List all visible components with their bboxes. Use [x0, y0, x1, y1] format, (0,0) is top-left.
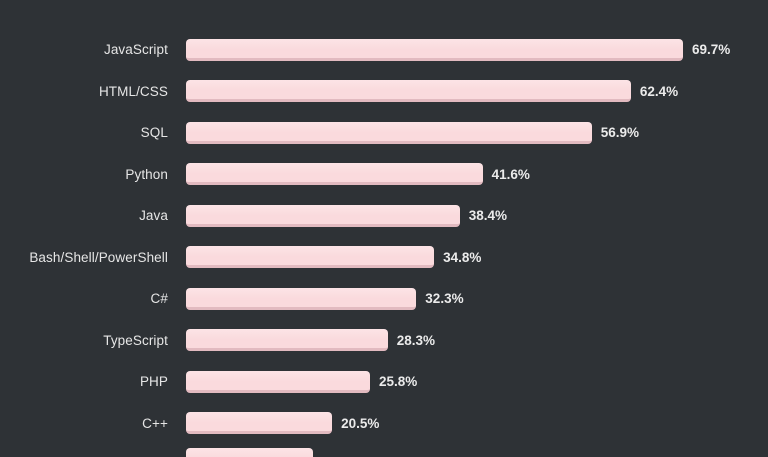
value-label: 34.8%: [443, 249, 482, 265]
value-label: 56.9%: [600, 125, 639, 140]
bar: [186, 163, 483, 186]
chart-row: JavaScript 69.7%: [0, 29, 768, 71]
chart-row: C++ 20.5%: [0, 403, 768, 445]
bar: [186, 447, 313, 457]
chart-row: C# 32.3%: [0, 278, 768, 320]
chart-row-cutoff: [0, 438, 768, 457]
category-label: Python: [125, 166, 168, 182]
chart-row: Bash/Shell/PowerShell 34.8%: [0, 237, 768, 279]
category-label: SQL: [140, 125, 168, 140]
bar: [186, 287, 417, 310]
category-label: Java: [139, 208, 168, 223]
chart-row: HTML/CSS 62.4%: [0, 71, 768, 113]
category-label: C++: [142, 415, 168, 431]
category-label: JavaScript: [103, 42, 168, 57]
value-label: 38.4%: [468, 208, 508, 223]
category-label: TypeScript: [103, 332, 168, 348]
category-label: PHP: [139, 374, 168, 389]
value-label: 28.3%: [396, 332, 436, 348]
bar: [186, 38, 683, 61]
value-label: 32.3%: [425, 291, 464, 306]
value-label: 41.6%: [491, 166, 530, 182]
category-label: C#: [150, 291, 168, 306]
bar: [186, 329, 388, 352]
value-label: 20.5%: [341, 415, 380, 431]
category-label: HTML/CSS: [98, 83, 168, 99]
bar: [186, 370, 370, 393]
bar: [186, 204, 460, 227]
chart-row: TypeScript 28.3%: [0, 320, 768, 362]
bar: [186, 412, 333, 435]
chart-row: PHP 25.8%: [0, 361, 768, 403]
bar: [186, 80, 631, 103]
chart-row: Python 41.6%: [0, 154, 768, 196]
bar: [186, 246, 435, 269]
chart-row: SQL 56.9%: [0, 112, 768, 154]
chart-row: Java 38.4%: [0, 195, 768, 237]
category-label: Bash/Shell/PowerShell: [29, 249, 168, 265]
value-label: 62.4%: [639, 83, 679, 99]
value-label: 25.8%: [378, 374, 418, 389]
bar: [186, 121, 592, 144]
value-label: 69.7%: [691, 42, 731, 57]
